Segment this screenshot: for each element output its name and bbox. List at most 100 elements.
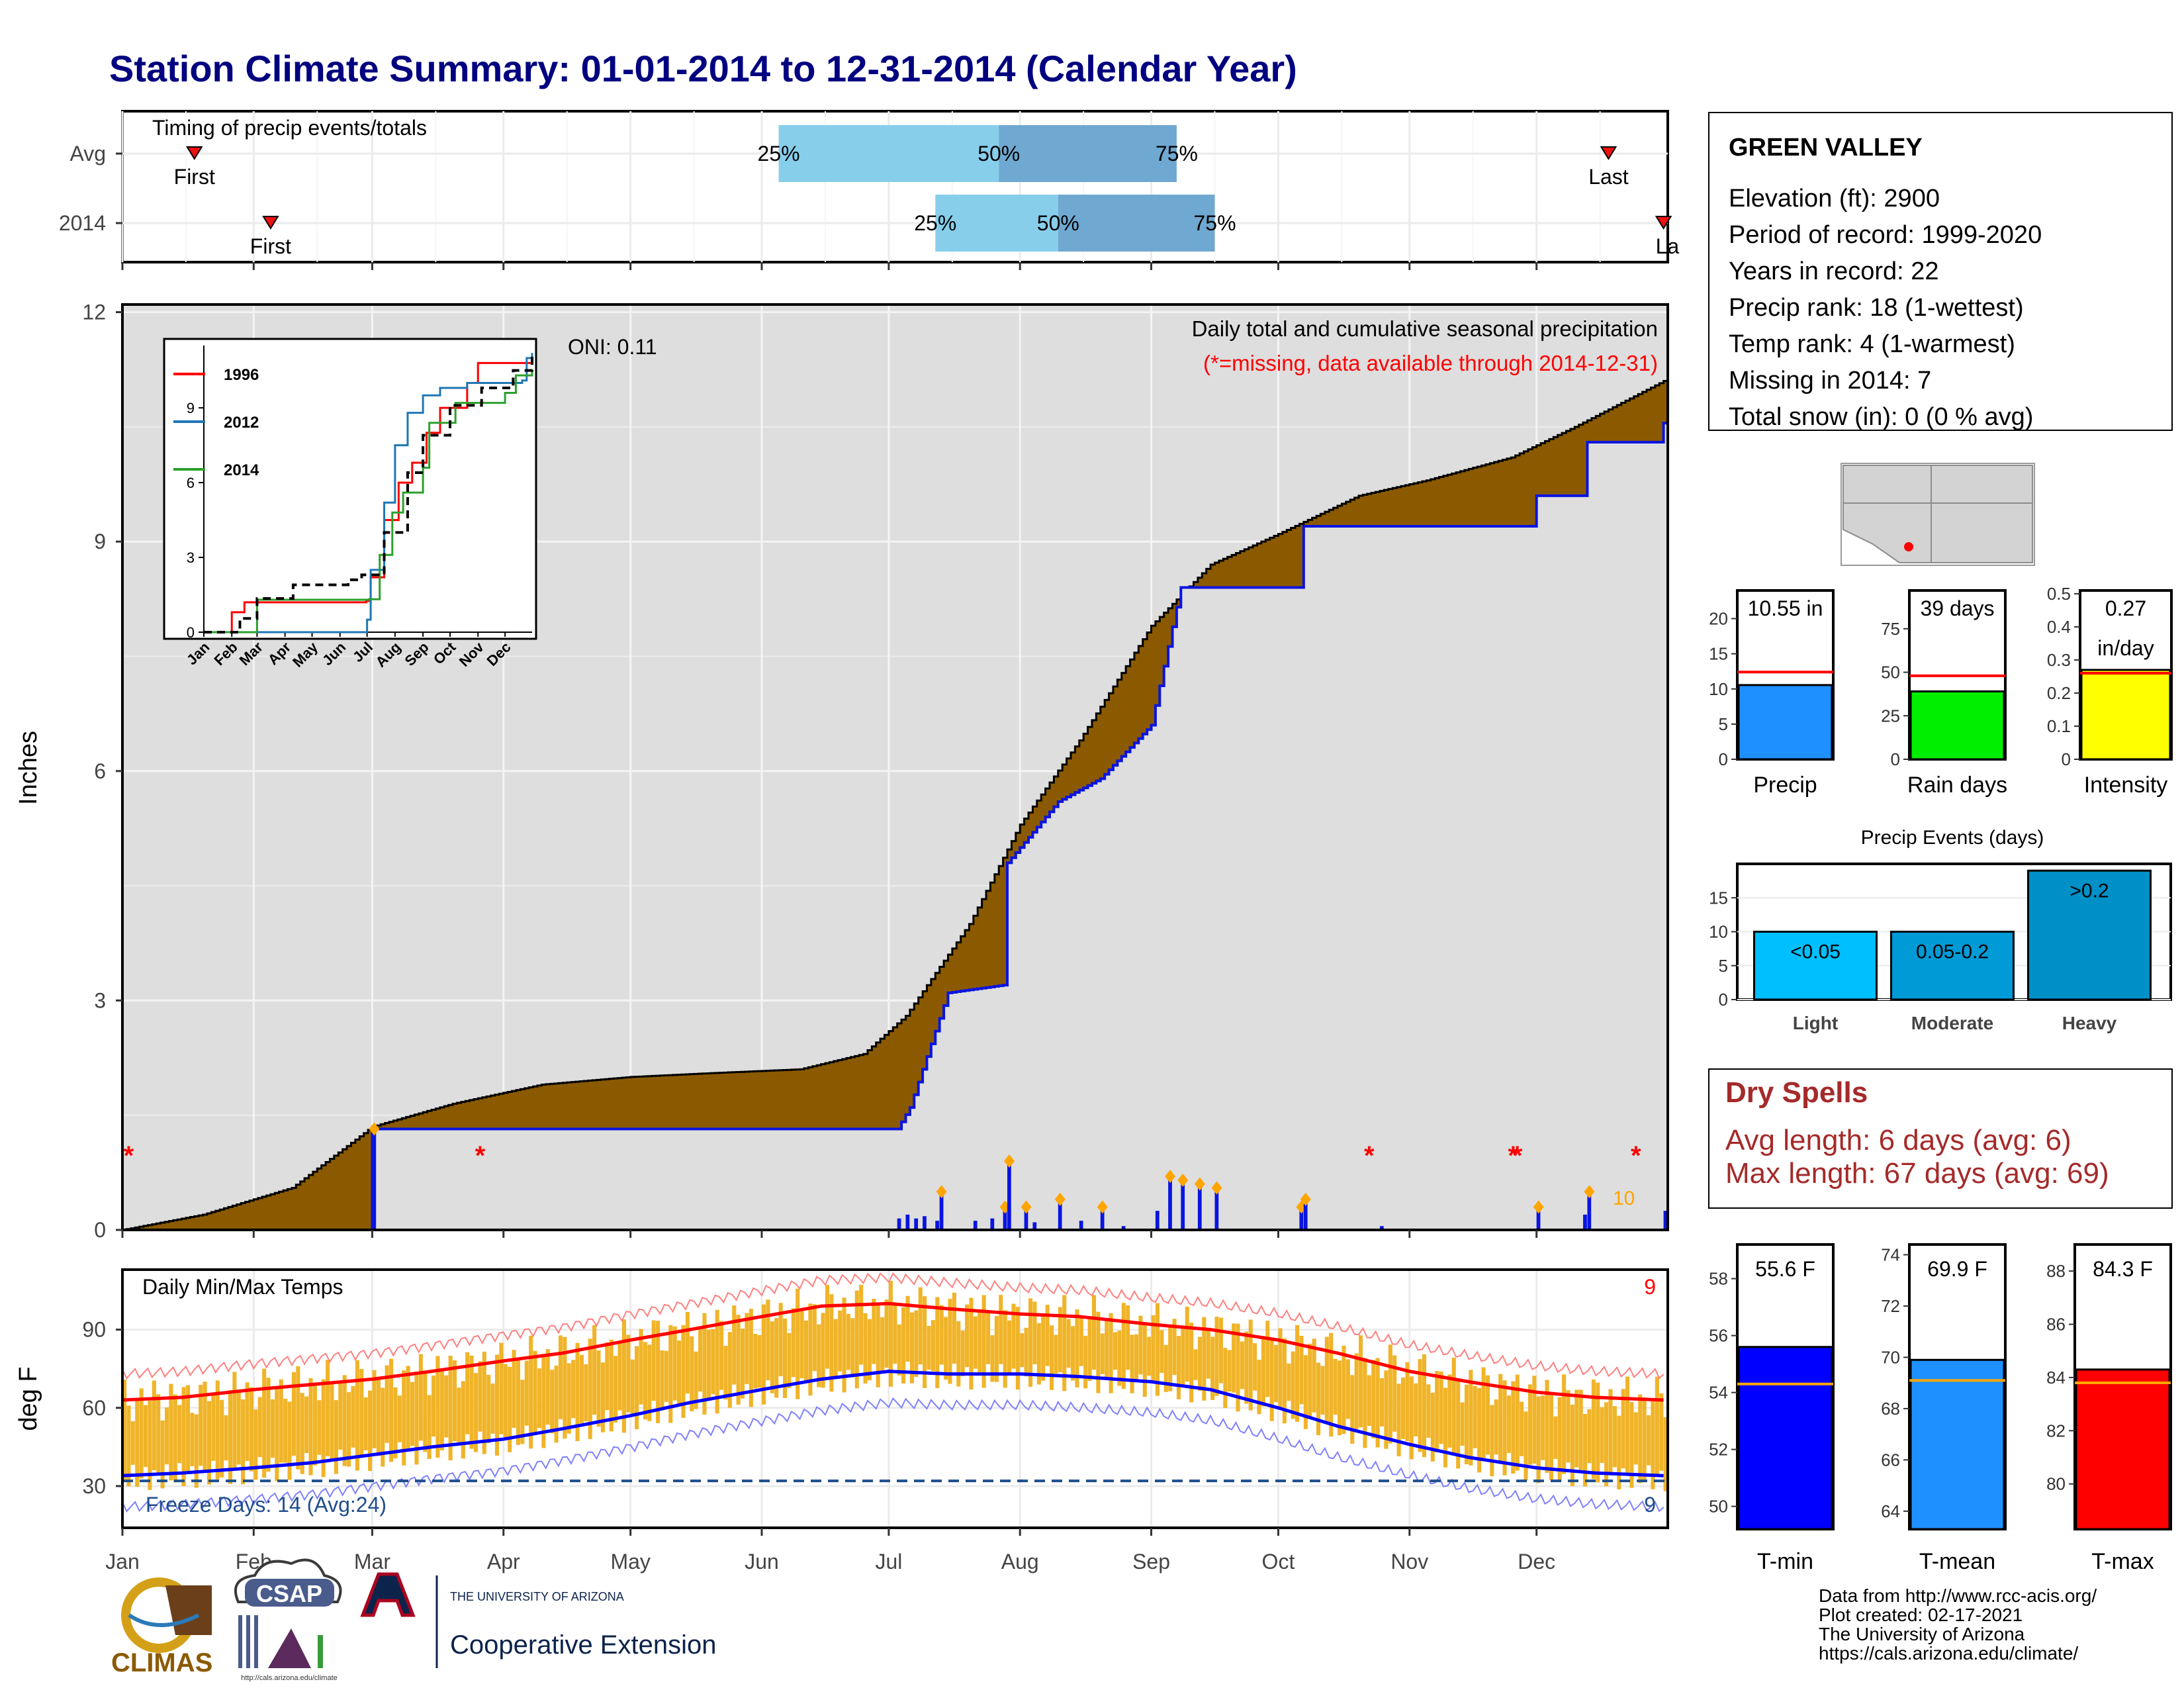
- daily-temp-bar: [554, 1365, 559, 1443]
- record-low-count: 9: [1644, 1493, 1656, 1517]
- daily-temp-bar: [241, 1399, 246, 1485]
- inset-ytick-label: 6: [187, 475, 195, 491]
- daily-temp-bar: [745, 1313, 749, 1384]
- daily-temp-bar: [939, 1305, 944, 1365]
- timing-title: Timing of precip events/totals: [152, 116, 427, 140]
- daily-temp-bar: [833, 1319, 838, 1379]
- precip-ytick-label: 3: [94, 988, 106, 1012]
- daily-temp-bar: [770, 1321, 774, 1393]
- daily-temp-bar: [1345, 1359, 1350, 1419]
- daily-temp-bar: [266, 1378, 271, 1472]
- missing-data-marker: *: [1631, 1141, 1641, 1170]
- daily-precip-bar: [939, 1192, 944, 1230]
- daily-temp-bar: [558, 1335, 563, 1419]
- daily-temp-bar: [651, 1320, 656, 1401]
- events-ytick-label: 10: [1709, 922, 1728, 942]
- daily-temp-bar: [1625, 1376, 1630, 1475]
- month-label: Mar: [354, 1550, 390, 1573]
- daily-temp-bar: [614, 1356, 618, 1423]
- credit-line: Plot created: 02-17-2021: [1819, 1605, 2023, 1625]
- daily-temp-bar: [999, 1295, 1003, 1364]
- daily-temp-bar: [1418, 1359, 1422, 1452]
- csap-wordmark: CSAP: [256, 1580, 322, 1607]
- snow-marker: 10: [1613, 1188, 1635, 1209]
- daily-temp-bar: [909, 1312, 914, 1383]
- daily-temp-bar: [342, 1375, 347, 1466]
- daily-temp-bar: [994, 1316, 999, 1382]
- daily-temp-bar: [1045, 1305, 1050, 1366]
- daily-temp-bar: [1430, 1392, 1435, 1462]
- daily-temp-bar: [1232, 1323, 1236, 1393]
- year-cumulative-line: [122, 422, 1668, 1231]
- daily-temp-bar: [1566, 1390, 1570, 1463]
- daily-temp-bar: [960, 1331, 965, 1376]
- daily-temp-bar: [1054, 1335, 1058, 1374]
- tsum-ytick-label: 56: [1709, 1326, 1728, 1346]
- daily-temp-bar: [385, 1365, 389, 1443]
- daily-temp-bar: [177, 1405, 182, 1464]
- tsum-ytick-label: 52: [1709, 1440, 1728, 1460]
- missing-data-marker: *: [124, 1141, 134, 1170]
- events-category-label: Heavy: [2062, 1013, 2117, 1033]
- missing-data-marker: *: [475, 1141, 486, 1170]
- daily-temp-bar: [1405, 1362, 1410, 1442]
- daily-temp-bar: [148, 1401, 152, 1490]
- daily-temp-bar: [126, 1405, 131, 1487]
- dry-spells-max: Max length: 67 days (avg: 69): [1725, 1157, 2109, 1190]
- daily-precip-bar: [1587, 1192, 1592, 1230]
- daily-temp-bar: [1647, 1415, 1651, 1466]
- daily-temp-bar: [1663, 1417, 1668, 1491]
- daily-temp-bar: [1536, 1396, 1541, 1483]
- daily-temp-bar: [1451, 1357, 1456, 1454]
- daily-temp-bar: [355, 1360, 359, 1471]
- daily-temp-bar: [867, 1319, 872, 1381]
- daily-precip-bar: [1032, 1222, 1037, 1230]
- daily-temp-bar: [1189, 1323, 1194, 1403]
- daily-temp-bar: [1367, 1375, 1371, 1427]
- year-cumulative-area: [122, 423, 1668, 1230]
- daily-temp-bar: [469, 1355, 474, 1449]
- record-precip-marker: [936, 1185, 947, 1199]
- daily-temp-bar: [1172, 1319, 1177, 1376]
- summary-1-ytick-label: 25: [1881, 706, 1900, 726]
- daily-temp-bar: [605, 1342, 610, 1411]
- daily-temp-bar: [1396, 1383, 1401, 1457]
- daily-temp-bar: [1409, 1376, 1414, 1460]
- temp-ytick-label: 30: [82, 1474, 106, 1498]
- daily-temp-bar: [1532, 1376, 1537, 1464]
- daily-temp-bar: [1058, 1307, 1062, 1372]
- daily-precip-bar: [372, 1129, 377, 1230]
- precip-missing-caption: (*=missing, data available through 2014-…: [1203, 351, 1658, 375]
- daily-temp-bar: [245, 1382, 250, 1462]
- daily-temp-bar: [1138, 1315, 1143, 1375]
- daily-temp-bar: [351, 1385, 355, 1448]
- daily-temp-bar: [533, 1350, 537, 1434]
- daily-temp-bar: [1100, 1333, 1105, 1374]
- daily-temp-bar: [1312, 1338, 1316, 1413]
- record-precip-marker: [1177, 1173, 1189, 1187]
- daily-precip-bar: [1181, 1180, 1185, 1230]
- daily-temp-bar: [677, 1340, 682, 1407]
- tsum-bar: [1909, 1358, 2005, 1530]
- daily-temp-bar: [1142, 1325, 1147, 1397]
- summary-2-ytick-label: 0: [2062, 749, 2071, 769]
- daily-temp-bar: [330, 1382, 334, 1460]
- daily-temp-bar: [1456, 1380, 1461, 1469]
- daily-temp-bar: [690, 1336, 694, 1411]
- daily-temp-bar: [753, 1333, 758, 1389]
- daily-temp-bar: [249, 1387, 253, 1472]
- events-ytick-label: 0: [1719, 990, 1728, 1009]
- daily-temp-bar: [1392, 1355, 1397, 1432]
- daily-temp-bar: [774, 1318, 779, 1398]
- daily-temp-bar: [326, 1360, 330, 1456]
- climas-logo: CLIMAS: [111, 1577, 212, 1677]
- daily-precip-bar: [1058, 1199, 1062, 1230]
- daily-temp-bar: [854, 1290, 859, 1389]
- daily-temp-bar: [664, 1350, 668, 1402]
- daily-temp-bar: [1638, 1394, 1643, 1483]
- daily-temp-bar: [584, 1364, 588, 1422]
- summary-value-label: 10.55 in: [1748, 596, 1823, 620]
- daily-temp-bar: [1481, 1367, 1486, 1460]
- daily-temp-bar: [181, 1387, 186, 1487]
- daily-temp-bar: [621, 1319, 626, 1433]
